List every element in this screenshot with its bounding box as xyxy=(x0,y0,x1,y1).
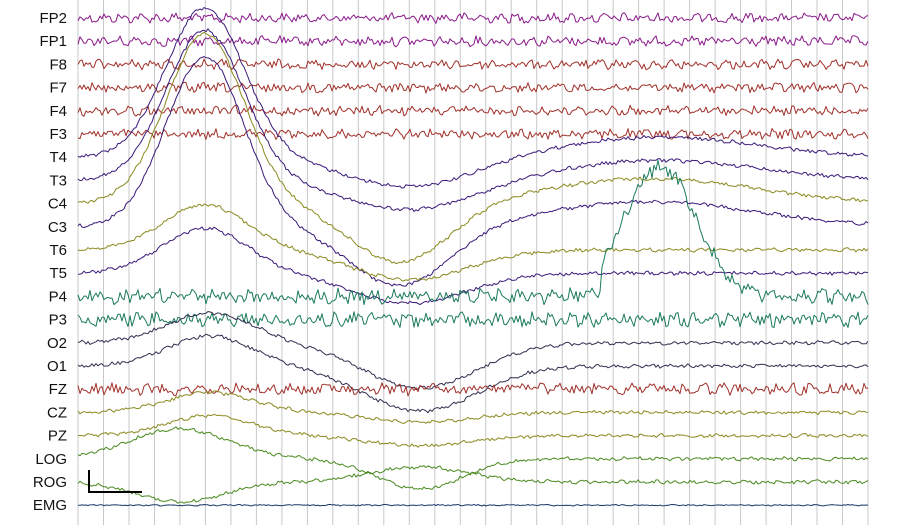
trace-t3 xyxy=(77,28,869,212)
channel-label-p4: P4 xyxy=(49,288,67,305)
eeg-traces xyxy=(77,7,869,507)
trace-f4 xyxy=(77,104,869,117)
trace-cz xyxy=(77,390,869,424)
trace-fz xyxy=(77,382,869,397)
channel-label-f4: F4 xyxy=(49,103,67,120)
channel-label-t6: T6 xyxy=(49,242,67,259)
channel-label-fz: FZ xyxy=(49,381,67,398)
trace-t5 xyxy=(77,226,869,306)
trace-o1 xyxy=(77,333,869,414)
channel-label-log: LOG xyxy=(35,451,67,468)
trace-fp1 xyxy=(77,35,869,48)
trace-f7 xyxy=(77,81,869,94)
channel-label-f8: F8 xyxy=(49,56,67,73)
trace-c3 xyxy=(77,56,869,287)
trace-c4 xyxy=(77,31,869,265)
channel-label-p3: P3 xyxy=(49,312,67,329)
trace-f3 xyxy=(77,128,869,140)
channel-label-t5: T5 xyxy=(49,265,67,282)
channel-label-f7: F7 xyxy=(49,80,67,97)
channel-label-o2: O2 xyxy=(47,335,67,352)
trace-pz xyxy=(77,413,869,448)
channel-label-fp2: FP2 xyxy=(39,10,67,27)
time-gridlines xyxy=(77,0,869,525)
channel-label-o1: O1 xyxy=(47,358,67,375)
trace-fp2 xyxy=(77,12,869,24)
trace-f8 xyxy=(77,58,869,71)
channel-label-f3: F3 xyxy=(49,126,67,143)
channel-label-cz: CZ xyxy=(47,404,67,421)
channel-label-c3: C3 xyxy=(48,219,67,236)
channel-label-t4: T4 xyxy=(49,149,67,166)
trace-emg xyxy=(78,503,869,507)
trace-t4 xyxy=(77,7,869,189)
channel-label-pz: PZ xyxy=(48,428,67,445)
channel-label-fp1: FP1 xyxy=(39,33,67,50)
channel-label-emg: EMG xyxy=(33,497,67,514)
trace-o2 xyxy=(77,311,869,391)
channel-label-rog: ROG xyxy=(33,474,67,491)
channel-labels: FP2 FP1 F8 F7 F4 F3 T4 T3 C4 C3 T6 T5 P4 P3 O2 O1 FZ CZ PZ… xyxy=(33,10,67,514)
trace-p3 xyxy=(77,311,869,329)
trace-log xyxy=(77,426,869,490)
calibration-scale-bar xyxy=(88,470,142,493)
trace-t6 xyxy=(77,203,869,282)
channel-label-c4: C4 xyxy=(48,196,67,213)
trace-rog xyxy=(77,465,869,504)
channel-label-t3: T3 xyxy=(49,172,67,189)
trace-p4 xyxy=(77,159,869,306)
